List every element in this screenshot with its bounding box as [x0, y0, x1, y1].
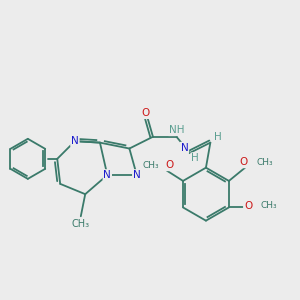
Text: O: O — [239, 158, 248, 167]
Text: N: N — [103, 170, 111, 180]
Text: CH₃: CH₃ — [142, 161, 159, 170]
Text: CH₃: CH₃ — [72, 219, 90, 229]
Text: O: O — [244, 201, 252, 211]
Text: N: N — [71, 136, 79, 146]
Text: H: H — [191, 153, 199, 163]
Text: N: N — [133, 170, 141, 180]
Text: O: O — [142, 108, 150, 118]
Text: H: H — [214, 132, 222, 142]
Text: O: O — [166, 160, 174, 170]
Text: NH: NH — [169, 125, 184, 135]
Text: CH₃: CH₃ — [261, 201, 277, 210]
Text: CH₃: CH₃ — [256, 158, 273, 167]
Text: N: N — [181, 142, 188, 153]
